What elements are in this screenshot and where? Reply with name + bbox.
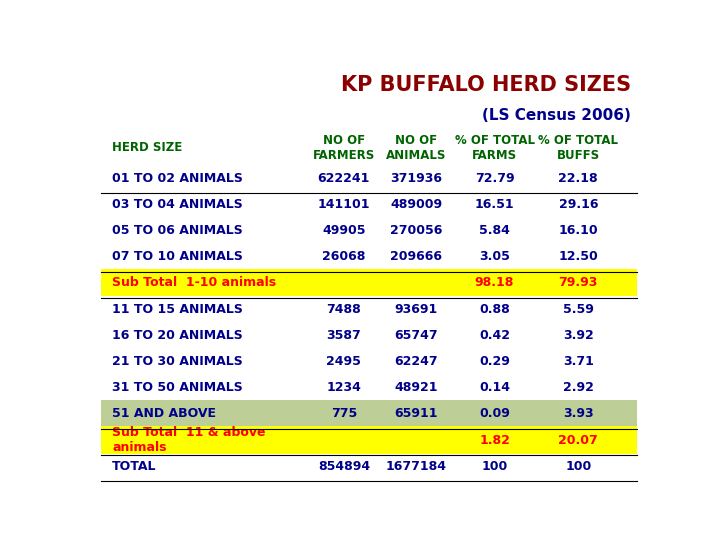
Text: 622241: 622241	[318, 172, 370, 185]
Text: 3.05: 3.05	[479, 250, 510, 263]
Text: 2.92: 2.92	[563, 381, 594, 394]
Text: 1234: 1234	[326, 381, 361, 394]
Text: 0.09: 0.09	[479, 407, 510, 420]
Text: 20.07: 20.07	[559, 434, 598, 447]
Text: 01 TO 02 ANIMALS: 01 TO 02 ANIMALS	[112, 172, 243, 185]
Text: 2495: 2495	[326, 355, 361, 368]
Text: 775: 775	[330, 407, 357, 420]
Text: 51 AND ABOVE: 51 AND ABOVE	[112, 407, 216, 420]
Text: 854894: 854894	[318, 460, 370, 472]
Text: % OF TOTAL
BUFFS: % OF TOTAL BUFFS	[539, 134, 618, 162]
Text: (LS Census 2006): (LS Census 2006)	[482, 109, 631, 124]
Text: 7488: 7488	[326, 302, 361, 315]
Text: NO OF
ANIMALS: NO OF ANIMALS	[386, 134, 446, 162]
Text: 0.14: 0.14	[479, 381, 510, 394]
Text: 16.10: 16.10	[559, 224, 598, 237]
Text: 209666: 209666	[390, 250, 442, 263]
Text: 0.42: 0.42	[479, 329, 510, 342]
Text: 100: 100	[482, 460, 508, 472]
Text: 31 TO 50 ANIMALS: 31 TO 50 ANIMALS	[112, 381, 243, 394]
Bar	[101, 427, 636, 454]
Text: 3.93: 3.93	[563, 407, 593, 420]
Text: 65747: 65747	[395, 329, 438, 342]
Text: 11 TO 15 ANIMALS: 11 TO 15 ANIMALS	[112, 302, 243, 315]
Text: 07 TO 10 ANIMALS: 07 TO 10 ANIMALS	[112, 250, 243, 263]
Text: 03 TO 04 ANIMALS: 03 TO 04 ANIMALS	[112, 198, 243, 211]
Text: 3.71: 3.71	[563, 355, 594, 368]
Text: 29.16: 29.16	[559, 198, 598, 211]
Text: 72.79: 72.79	[474, 172, 514, 185]
Text: 49905: 49905	[322, 224, 366, 237]
Text: 1677184: 1677184	[386, 460, 447, 472]
Text: 3.92: 3.92	[563, 329, 593, 342]
Text: 79.93: 79.93	[559, 276, 598, 289]
Text: 0.88: 0.88	[480, 302, 510, 315]
Text: 62247: 62247	[395, 355, 438, 368]
Text: KP BUFFALO HERD SIZES: KP BUFFALO HERD SIZES	[341, 75, 631, 95]
Text: 141101: 141101	[318, 198, 370, 211]
Text: 98.18: 98.18	[475, 276, 514, 289]
Bar	[101, 400, 636, 428]
Text: 489009: 489009	[390, 198, 443, 211]
Text: 100: 100	[565, 460, 591, 472]
Bar	[101, 269, 636, 296]
Text: % OF TOTAL
FARMS: % OF TOTAL FARMS	[454, 134, 534, 162]
Text: Sub Total  1-10 animals: Sub Total 1-10 animals	[112, 276, 276, 289]
Text: 16.51: 16.51	[474, 198, 514, 211]
Text: 1.82: 1.82	[479, 434, 510, 447]
Text: TOTAL: TOTAL	[112, 460, 157, 472]
Text: 3587: 3587	[326, 329, 361, 342]
Text: 371936: 371936	[390, 172, 442, 185]
Text: Sub Total  11 & above
animals: Sub Total 11 & above animals	[112, 426, 266, 454]
Text: 16 TO 20 ANIMALS: 16 TO 20 ANIMALS	[112, 329, 243, 342]
Text: 48921: 48921	[395, 381, 438, 394]
Text: 270056: 270056	[390, 224, 443, 237]
Text: 12.50: 12.50	[559, 250, 598, 263]
Text: 5.59: 5.59	[563, 302, 594, 315]
Text: 05 TO 06 ANIMALS: 05 TO 06 ANIMALS	[112, 224, 243, 237]
Text: 5.84: 5.84	[479, 224, 510, 237]
Text: 93691: 93691	[395, 302, 438, 315]
Text: 26068: 26068	[323, 250, 366, 263]
Text: HERD SIZE: HERD SIZE	[112, 141, 183, 154]
Text: NO OF
FARMERS: NO OF FARMERS	[312, 134, 375, 162]
Text: 0.29: 0.29	[479, 355, 510, 368]
Text: 21 TO 30 ANIMALS: 21 TO 30 ANIMALS	[112, 355, 243, 368]
Text: 65911: 65911	[395, 407, 438, 420]
Text: 22.18: 22.18	[559, 172, 598, 185]
